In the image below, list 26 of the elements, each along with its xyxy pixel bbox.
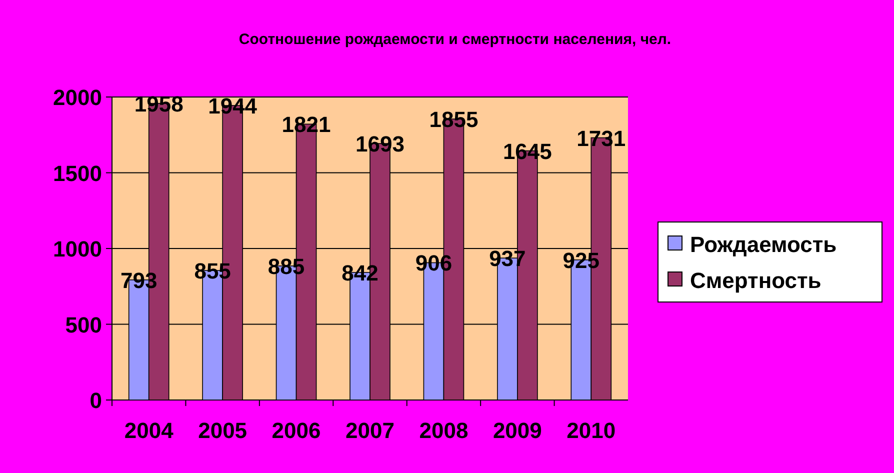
- y-tick-label: 500: [65, 312, 102, 338]
- y-tick-label: 0: [90, 388, 102, 413]
- x-tick-label: 2010: [566, 418, 616, 443]
- data-label: 885: [268, 254, 305, 279]
- data-label: 1645: [502, 138, 552, 164]
- x-tick-label: 2004: [124, 418, 174, 443]
- y-tick-label: 1000: [53, 236, 102, 262]
- y-tick-label: 2000: [53, 85, 102, 110]
- x-tick-label: 2009: [492, 418, 542, 443]
- data-label: 793: [120, 268, 158, 293]
- data-label: 842: [342, 260, 378, 286]
- x-tick-label: 2007: [346, 418, 394, 443]
- legend-label: Смертность: [690, 268, 822, 293]
- x-tick-label: 2008: [419, 418, 468, 443]
- data-label: 1821: [282, 112, 331, 138]
- x-tick-label: 2005: [198, 418, 248, 443]
- data-label: 1944: [208, 93, 258, 118]
- x-tick-label: 2006: [272, 418, 321, 443]
- data-label: 855: [194, 258, 231, 284]
- legend-label: Рождаемость: [690, 232, 837, 257]
- data-label: 1855: [429, 106, 478, 132]
- y-tick-label: 1500: [53, 160, 102, 186]
- data-label: 937: [489, 246, 526, 272]
- data-label: 1693: [356, 132, 404, 157]
- chart-title: Соотношение рождаемости и смертности населения, чел.: [238, 31, 672, 48]
- data-label: 1731: [576, 126, 626, 151]
